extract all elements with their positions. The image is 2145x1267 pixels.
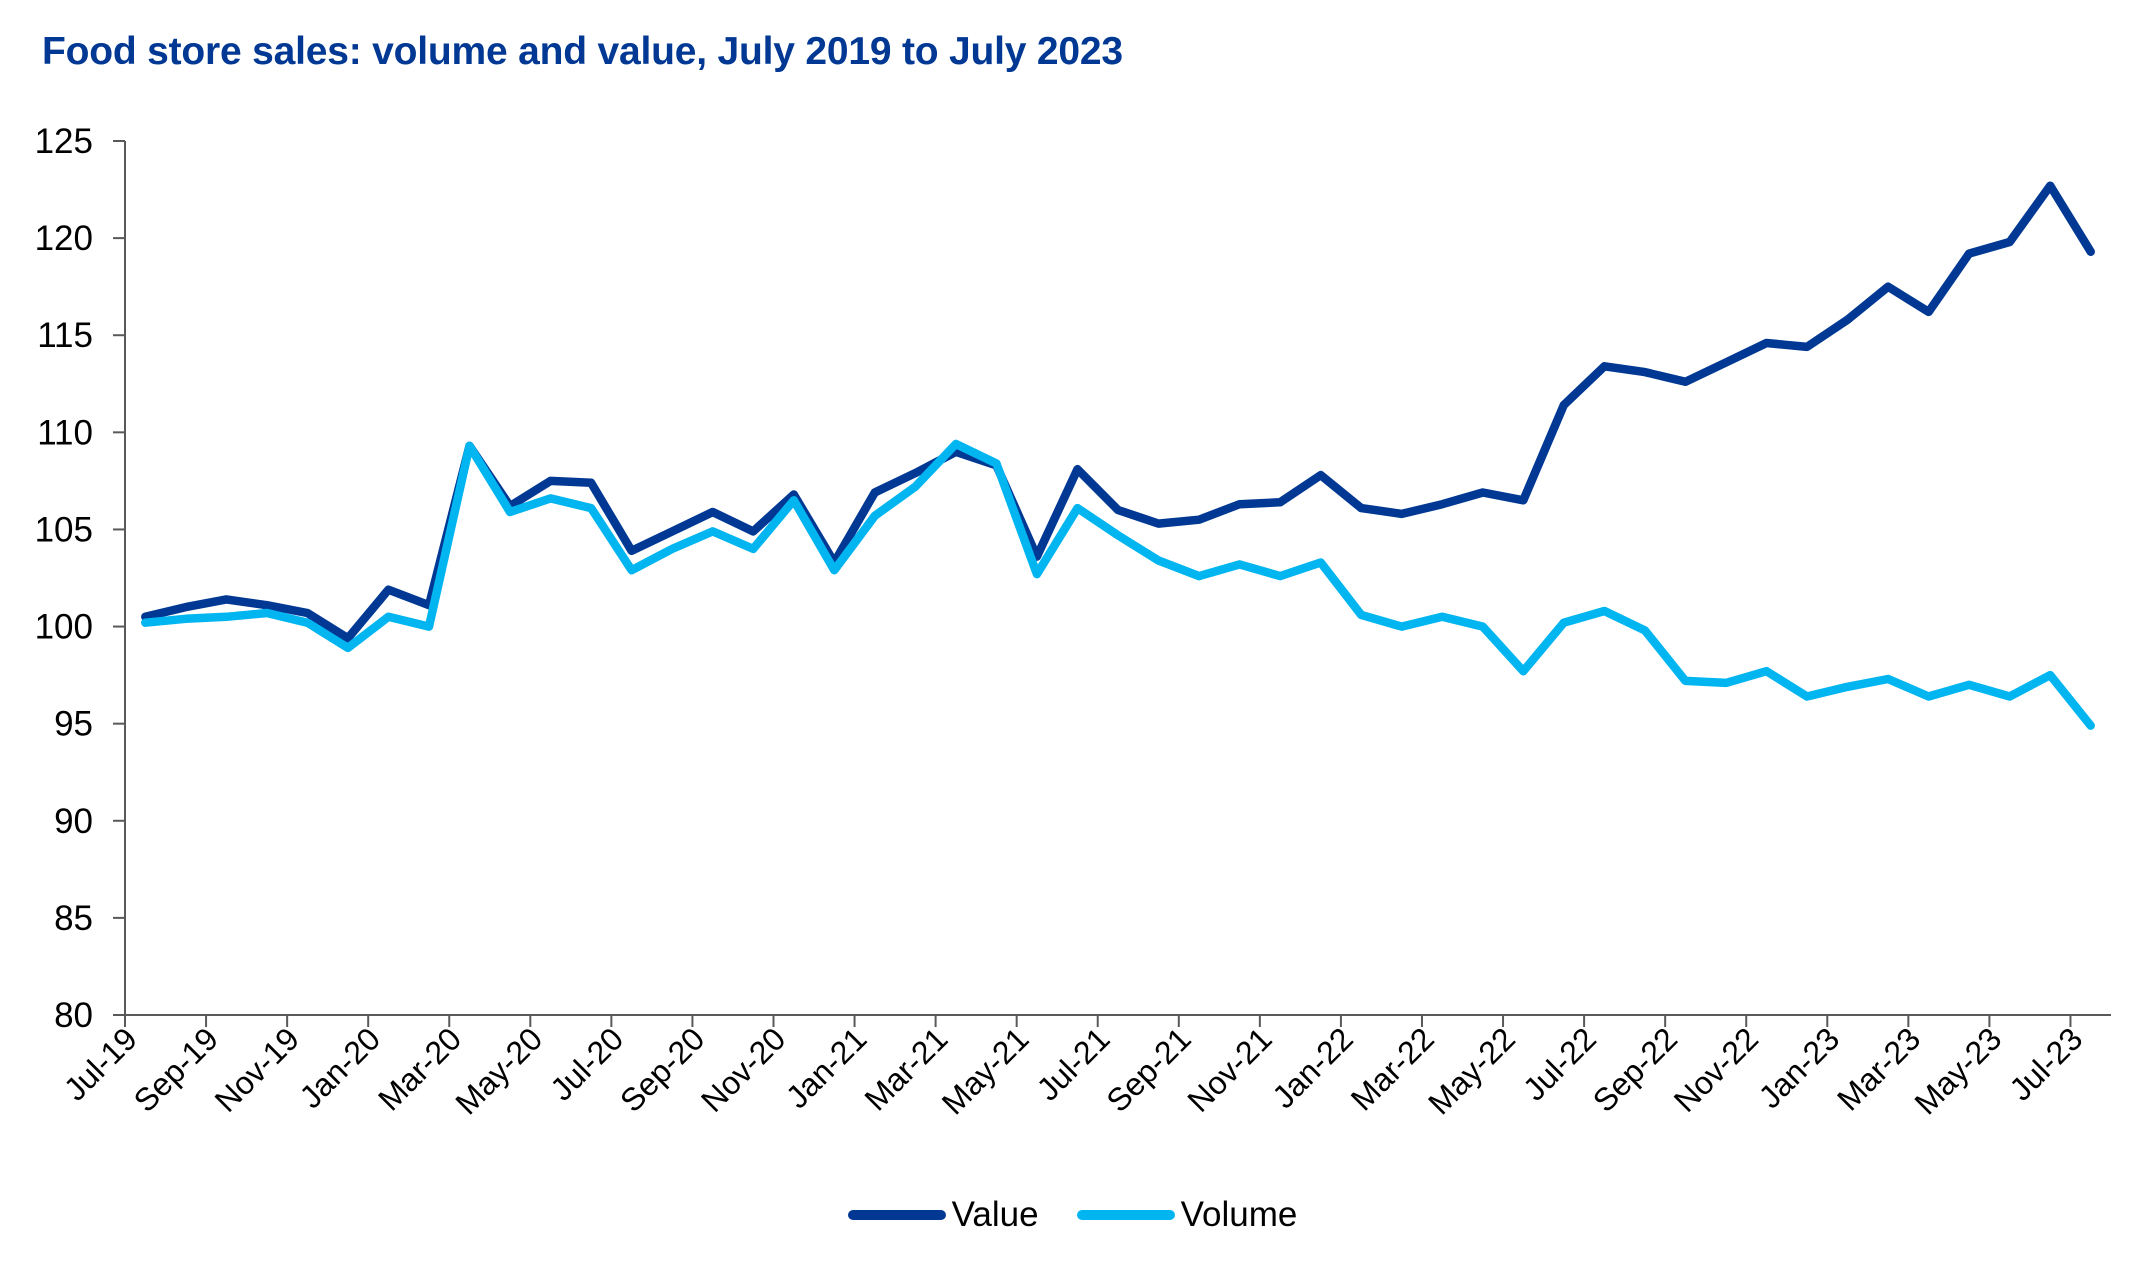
y-tick-label: 80 [54, 996, 93, 1035]
y-tick-label: 115 [37, 316, 93, 355]
x-tick-label: May-21 [935, 1020, 1036, 1121]
x-axis: Jul-19Sep-19Nov-19Jan-20Mar-20May-20Jul-… [57, 1014, 2111, 1121]
y-tick-label: 90 [54, 802, 93, 841]
legend: Value Volume [0, 1195, 2145, 1235]
x-tick-label: May-20 [448, 1020, 549, 1121]
y-tick-label: 125 [35, 122, 93, 161]
legend-label-volume: Volume [1180, 1195, 1298, 1234]
x-tick-label: Jan-23 [1752, 1020, 1847, 1115]
series-line-value [141, 181, 2095, 643]
x-tick-label: Nov-21 [1180, 1020, 1278, 1118]
x-tick-label: Mar-23 [1830, 1020, 1927, 1117]
x-tick-label: Sep-21 [1099, 1020, 1197, 1118]
series-lines [141, 181, 2095, 730]
x-tick-label: Sep-22 [1586, 1020, 1684, 1118]
y-tick-label: 95 [54, 705, 93, 744]
x-tick-label: Mar-20 [371, 1020, 468, 1117]
y-tick-label: 120 [35, 219, 93, 258]
x-tick-label: May-22 [1421, 1020, 1522, 1121]
x-tick-label: Mar-22 [1344, 1020, 1441, 1117]
y-tick-label: 110 [37, 413, 93, 452]
x-tick-label: Sep-20 [613, 1020, 711, 1118]
x-tick-label: May-23 [1907, 1020, 2008, 1121]
y-tick-label: 100 [35, 608, 93, 647]
y-tick-label: 85 [54, 899, 93, 938]
x-tick-label: Mar-21 [857, 1020, 954, 1117]
x-tick-label: Nov-20 [694, 1020, 792, 1118]
x-tick-label: Jul-23 [2002, 1020, 2089, 1107]
x-tick-label: Sep-19 [127, 1020, 225, 1118]
legend-item-volume: Volume [1076, 1195, 1298, 1235]
legend-swatch-value [847, 1210, 946, 1220]
series-line-volume [141, 439, 2095, 730]
legend-label-value: Value [951, 1195, 1039, 1234]
x-tick-label: Jan-22 [1265, 1020, 1360, 1115]
x-tick-label: Nov-22 [1667, 1020, 1765, 1118]
legend-swatch-volume [1076, 1210, 1175, 1220]
y-tick-label: 105 [35, 510, 93, 549]
y-axis: 80 85 90 95 100 105 110 115 120 125 [35, 122, 126, 1035]
chart-title: Food store sales: volume and value, July… [42, 30, 1123, 73]
legend-item-value: Value [847, 1195, 1039, 1235]
x-tick-label: Nov-19 [208, 1020, 306, 1118]
x-tick-label: Jan-21 [779, 1020, 874, 1115]
x-tick-label: Jan-20 [292, 1020, 387, 1115]
